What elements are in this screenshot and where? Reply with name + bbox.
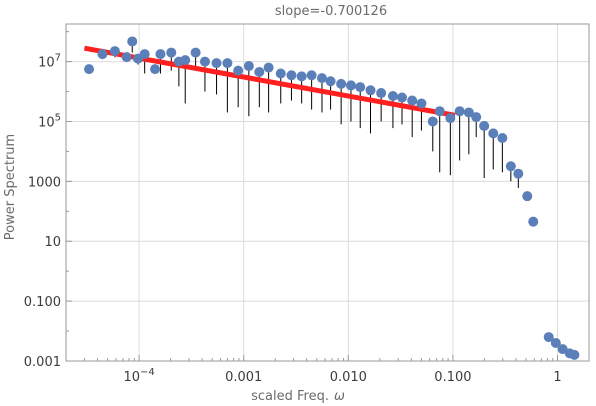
data-points — [84, 36, 580, 360]
y-axis-title: Power Spectrum — [3, 134, 18, 240]
data-point — [522, 191, 533, 202]
data-point — [139, 49, 150, 60]
data-point — [463, 107, 474, 118]
plot-frame — [65, 23, 590, 362]
data-point — [84, 64, 95, 75]
data-point — [286, 70, 297, 81]
data-point — [222, 58, 233, 69]
data-point — [316, 73, 327, 84]
x-axis-title: scaled Freq. ω — [251, 389, 345, 404]
data-point — [407, 95, 418, 106]
data-point — [471, 112, 482, 123]
chart-title: slope=-0.700126 — [275, 4, 387, 19]
y-tick-label: 105 — [38, 112, 61, 130]
y-tick-label: 0.001 — [24, 355, 61, 370]
x-tick-label: 1 — [553, 370, 561, 385]
data-point — [336, 78, 347, 89]
y-tick-label: 1000 — [28, 175, 61, 190]
grid-lines — [66, 24, 589, 362]
fit-line — [83, 45, 456, 118]
data-point — [513, 168, 524, 179]
data-point — [243, 61, 254, 72]
data-point — [121, 52, 132, 63]
x-axis-ticks: 10−4 0.001 0.010 0.100 1 — [65, 355, 590, 385]
data-point — [376, 88, 387, 99]
data-point — [263, 62, 274, 73]
data-point — [365, 85, 376, 96]
data-point — [127, 36, 138, 47]
data-point — [488, 128, 499, 139]
data-point — [97, 49, 108, 60]
data-point — [396, 92, 407, 103]
data-point — [109, 46, 120, 57]
data-point — [427, 116, 438, 127]
x-tick-label: 0.100 — [434, 370, 471, 385]
data-point — [166, 47, 177, 58]
x-axis-title-text: scaled Freq. — [251, 389, 329, 404]
data-point — [387, 90, 398, 101]
x-tick-label: 10−4 — [123, 367, 154, 385]
data-point — [306, 70, 317, 81]
data-point — [434, 106, 445, 117]
data-point — [296, 71, 307, 82]
x-tick-base: 10 — [123, 370, 140, 385]
y-tick-exponent: 5 — [55, 112, 61, 123]
y-tick-base: 10 — [38, 56, 55, 71]
data-point — [543, 332, 554, 343]
data-point — [325, 76, 336, 87]
data-point — [155, 49, 166, 60]
data-point — [550, 337, 561, 348]
data-point — [355, 82, 366, 93]
data-point — [180, 55, 191, 66]
y-tick-label: 10 — [44, 235, 61, 250]
data-point — [254, 66, 265, 77]
x-tick-label: 0.010 — [330, 370, 367, 385]
data-point — [275, 68, 286, 79]
data-point — [233, 65, 244, 76]
x-tick-exponent: −4 — [140, 367, 155, 378]
data-point — [505, 161, 516, 172]
data-point — [199, 56, 210, 67]
data-point — [211, 58, 222, 69]
data-point — [150, 64, 161, 75]
data-point — [479, 120, 490, 131]
data-point — [569, 349, 580, 360]
x-tick-label: 0.001 — [225, 370, 262, 385]
fit-line-group — [83, 45, 456, 118]
y-tick-base: 10 — [38, 115, 55, 130]
y-tick-exponent: 7 — [55, 53, 61, 64]
data-point — [445, 113, 456, 124]
data-point — [454, 106, 465, 117]
y-tick-label: 0.100 — [24, 295, 61, 310]
data-point — [497, 133, 508, 144]
data-point — [190, 47, 201, 58]
y-tick-label: 107 — [38, 53, 61, 71]
data-point — [528, 216, 539, 227]
x-axis-title-symbol: ω — [334, 389, 345, 404]
data-point — [345, 80, 356, 91]
data-point — [416, 98, 427, 109]
